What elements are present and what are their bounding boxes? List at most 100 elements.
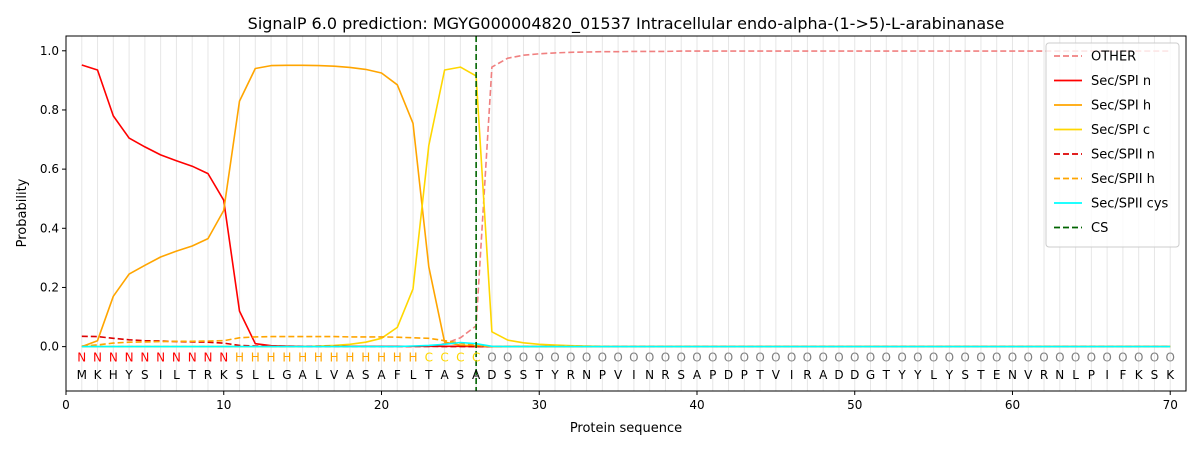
series-line [81, 64, 1171, 348]
y-tick-label: 0.8 [40, 103, 59, 117]
y-axis-ticks: 0.0 0.2 0.4 0.6 0.8 1.0 [40, 44, 66, 354]
state-label: O [724, 350, 733, 364]
residue-label: N [1055, 368, 1064, 382]
state-label: C [440, 350, 448, 364]
state-label: O [519, 350, 528, 364]
residue-label: Y [550, 368, 559, 382]
residue-label: K [1166, 368, 1175, 382]
residue-label: Y [124, 368, 133, 382]
legend-label: OTHER [1091, 50, 1136, 65]
residue-label: D [850, 368, 859, 382]
y-axis-label: Probability [15, 178, 30, 247]
residue-label: P [599, 368, 606, 382]
residue-label: G [866, 368, 875, 382]
chart-title: SignalP 6.0 prediction: MGYG000004820_01… [248, 14, 1005, 34]
state-label: O [1024, 350, 1033, 364]
x-tick-label: 70 [1163, 398, 1178, 412]
x-tick-label: 30 [532, 398, 547, 412]
state-label: O [1134, 350, 1143, 364]
y-tick-label: 0.4 [40, 221, 59, 235]
state-label: O [566, 350, 575, 364]
residue-label: R [1040, 368, 1048, 382]
state-label: O [803, 350, 812, 364]
state-label: N [125, 350, 134, 364]
residue-label: S [677, 368, 685, 382]
state-label: H [282, 350, 291, 364]
series-line [81, 66, 1171, 348]
residue-label: V [330, 368, 339, 382]
state-label: O [1165, 350, 1174, 364]
state-label: O [1008, 350, 1017, 364]
state-label: O [1087, 350, 1096, 364]
state-label: O [945, 350, 954, 364]
residue-label: S [1151, 368, 1159, 382]
y-tick-label: 0.6 [40, 162, 59, 176]
residue-label: S [520, 368, 528, 382]
residue-label: D [487, 368, 496, 382]
state-label: H [251, 350, 260, 364]
residue-label: F [1119, 368, 1126, 382]
sequence-annotations: NMNKNHNYNSNINLNTNRNKHSHLHLHGHAHLHVHAHSHA… [77, 350, 1176, 382]
residue-label: R [803, 368, 811, 382]
residue-label: K [220, 368, 229, 382]
residue-label: R [567, 368, 575, 382]
residue-label: N [645, 368, 654, 382]
residue-label: H [109, 368, 118, 382]
residue-label: S [504, 368, 512, 382]
state-label: H [314, 350, 323, 364]
state-label: H [345, 350, 354, 364]
state-label: O [866, 350, 875, 364]
state-label: O [818, 350, 827, 364]
state-label: O [645, 350, 654, 364]
residue-label: P [709, 368, 716, 382]
state-label: O [771, 350, 780, 364]
series-line [81, 64, 1171, 348]
residue-label: R [661, 368, 669, 382]
residue-label: T [535, 368, 544, 382]
residue-label: L [315, 368, 322, 382]
state-label: O [550, 350, 559, 364]
residue-label: I [790, 368, 794, 382]
residue-label: V [614, 368, 623, 382]
vertical-grid [81, 36, 1171, 391]
residue-label: T [424, 368, 433, 382]
state-label: H [235, 350, 244, 364]
state-label: O [1150, 350, 1159, 364]
residue-label: I [632, 368, 636, 382]
residue-label: N [582, 368, 591, 382]
state-label: O [487, 350, 496, 364]
residue-label: L [1072, 368, 1079, 382]
state-label: N [109, 350, 118, 364]
residue-label: A [299, 368, 308, 382]
state-label: N [219, 350, 228, 364]
legend-label: Sec/SPI h [1091, 99, 1151, 114]
state-label: O [882, 350, 891, 364]
legend: OTHER Sec/SPI n Sec/SPI h Sec/SPI c Sec/SPII… [1045, 42, 1180, 248]
state-label: O [740, 350, 749, 364]
state-label: H [393, 350, 402, 364]
state-label: O [1102, 350, 1111, 364]
x-axis-label: Protein sequence [570, 421, 682, 436]
residue-label: Y [945, 368, 954, 382]
residue-label: A [377, 368, 386, 382]
residue-label: G [282, 368, 291, 382]
state-label: O [1039, 350, 1048, 364]
residue-label: S [236, 368, 244, 382]
legend-label: Sec/SPII n [1091, 148, 1155, 163]
series-line [81, 50, 1171, 348]
state-label: O [503, 350, 512, 364]
state-label: O [676, 350, 685, 364]
series-lines [81, 50, 1171, 348]
residue-label: I [159, 368, 163, 382]
residue-label: S [362, 368, 370, 382]
state-label: O [787, 350, 796, 364]
residue-label: D [834, 368, 843, 382]
plot-frame [65, 35, 1187, 392]
legend-label: CS [1091, 221, 1108, 236]
residue-label: S [141, 368, 149, 382]
state-label: O [708, 350, 717, 364]
residue-label: T [755, 368, 764, 382]
state-label: O [834, 350, 843, 364]
legend-box [1045, 42, 1180, 248]
